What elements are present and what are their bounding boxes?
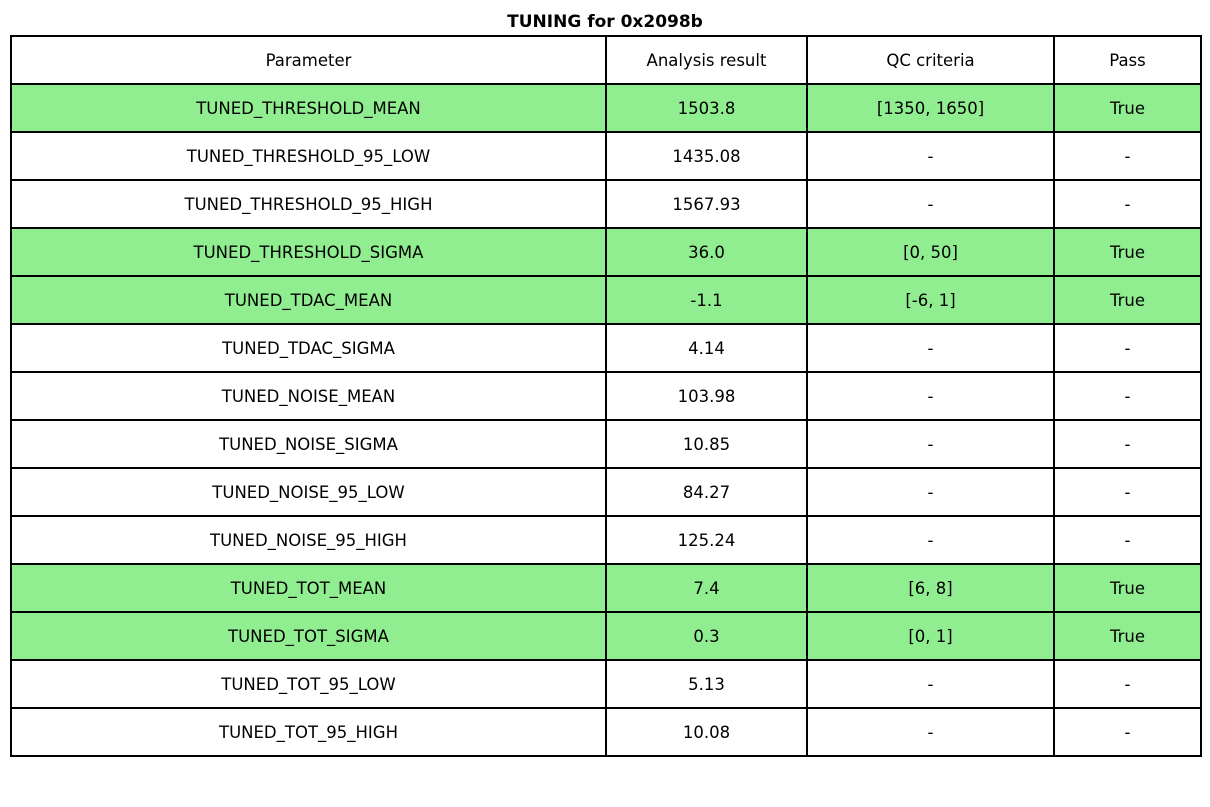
cell-result: -1.1 [605,275,808,325]
tuning-results-table: Parameter Analysis result QC criteria Pa… [10,35,1202,757]
cell-pass: - [1053,371,1202,421]
cell-result: 0.3 [605,611,808,661]
table-body: TUNED_THRESHOLD_MEAN 1503.8 [1350, 1650]… [10,83,1202,757]
cell-qc: - [806,179,1055,229]
table-row: TUNED_TOT_95_LOW 5.13 - - [10,659,1202,709]
cell-parameter: TUNED_NOISE_SIGMA [10,419,607,469]
cell-result: 4.14 [605,323,808,373]
cell-result: 7.4 [605,563,808,613]
cell-qc: - [806,323,1055,373]
cell-pass: True [1053,563,1202,613]
cell-qc: [0, 1] [806,611,1055,661]
cell-qc: [1350, 1650] [806,83,1055,133]
cell-result: 36.0 [605,227,808,277]
cell-pass: True [1053,611,1202,661]
cell-parameter: TUNED_NOISE_95_LOW [10,467,607,517]
table-row: TUNED_NOISE_95_LOW 84.27 - - [10,467,1202,517]
table-row: TUNED_TOT_95_HIGH 10.08 - - [10,707,1202,757]
cell-pass: - [1053,659,1202,709]
cell-pass: - [1053,419,1202,469]
cell-result: 84.27 [605,467,808,517]
table-row: TUNED_TOT_SIGMA 0.3 [0, 1] True [10,611,1202,661]
cell-pass: - [1053,179,1202,229]
cell-pass: True [1053,227,1202,277]
cell-qc: - [806,707,1055,757]
table-row: TUNED_THRESHOLD_95_HIGH 1567.93 - - [10,179,1202,229]
cell-qc: - [806,419,1055,469]
cell-parameter: TUNED_TOT_SIGMA [10,611,607,661]
table-row: TUNED_NOISE_95_HIGH 125.24 - - [10,515,1202,565]
cell-pass: True [1053,83,1202,133]
cell-parameter: TUNED_NOISE_95_HIGH [10,515,607,565]
cell-qc: - [806,515,1055,565]
table-row: TUNED_NOISE_MEAN 103.98 - - [10,371,1202,421]
table-row: TUNED_NOISE_SIGMA 10.85 - - [10,419,1202,469]
table-row: TUNED_TDAC_MEAN -1.1 [-6, 1] True [10,275,1202,325]
cell-parameter: TUNED_TOT_MEAN [10,563,607,613]
cell-qc: - [806,371,1055,421]
cell-parameter: TUNED_TOT_95_LOW [10,659,607,709]
column-header-qc-criteria: QC criteria [806,35,1055,85]
table-row: TUNED_THRESHOLD_95_LOW 1435.08 - - [10,131,1202,181]
cell-parameter: TUNED_TOT_95_HIGH [10,707,607,757]
cell-parameter: TUNED_THRESHOLD_MEAN [10,83,607,133]
cell-pass: - [1053,707,1202,757]
cell-pass: - [1053,467,1202,517]
table-row: TUNED_TDAC_SIGMA 4.14 - - [10,323,1202,373]
cell-result: 1503.8 [605,83,808,133]
table-row: TUNED_TOT_MEAN 7.4 [6, 8] True [10,563,1202,613]
cell-qc: - [806,131,1055,181]
cell-pass: - [1053,131,1202,181]
cell-qc: - [806,467,1055,517]
column-header-parameter: Parameter [10,35,607,85]
header-row: Parameter Analysis result QC criteria Pa… [10,35,1202,85]
cell-pass: - [1053,323,1202,373]
page-title: TUNING for 0x2098b [507,12,703,32]
table-header: Parameter Analysis result QC criteria Pa… [10,35,1202,85]
table-row: TUNED_THRESHOLD_MEAN 1503.8 [1350, 1650]… [10,83,1202,133]
cell-parameter: TUNED_NOISE_MEAN [10,371,607,421]
table-row: TUNED_THRESHOLD_SIGMA 36.0 [0, 50] True [10,227,1202,277]
cell-parameter: TUNED_THRESHOLD_95_LOW [10,131,607,181]
column-header-analysis-result: Analysis result [605,35,808,85]
cell-result: 125.24 [605,515,808,565]
cell-parameter: TUNED_TDAC_MEAN [10,275,607,325]
cell-qc: - [806,659,1055,709]
cell-pass: True [1053,275,1202,325]
cell-parameter: TUNED_THRESHOLD_SIGMA [10,227,607,277]
cell-parameter: TUNED_THRESHOLD_95_HIGH [10,179,607,229]
cell-parameter: TUNED_TDAC_SIGMA [10,323,607,373]
cell-qc: [0, 50] [806,227,1055,277]
cell-result: 10.85 [605,419,808,469]
cell-qc: [-6, 1] [806,275,1055,325]
cell-result: 5.13 [605,659,808,709]
cell-pass: - [1053,515,1202,565]
cell-result: 1567.93 [605,179,808,229]
column-header-pass: Pass [1053,35,1202,85]
cell-qc: [6, 8] [806,563,1055,613]
cell-result: 103.98 [605,371,808,421]
cell-result: 10.08 [605,707,808,757]
cell-result: 1435.08 [605,131,808,181]
